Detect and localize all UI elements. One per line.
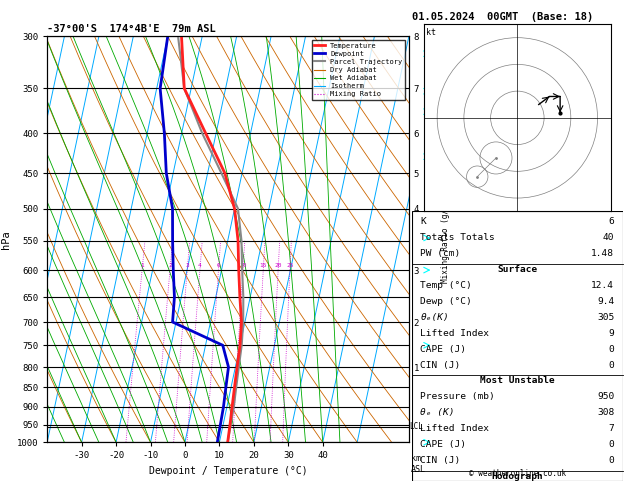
Text: Surface: Surface xyxy=(498,265,537,274)
Text: 9.4: 9.4 xyxy=(597,297,615,306)
Text: 0: 0 xyxy=(608,456,615,465)
Text: θₑ (K): θₑ (K) xyxy=(420,408,455,417)
Text: -37°00'S  174°4B'E  79m ASL: -37°00'S 174°4B'E 79m ASL xyxy=(47,24,216,35)
Text: 950: 950 xyxy=(597,392,615,401)
Text: 01.05.2024  00GMT  (Base: 18): 01.05.2024 00GMT (Base: 18) xyxy=(412,12,593,22)
Text: 9: 9 xyxy=(608,329,615,338)
Text: Most Unstable: Most Unstable xyxy=(480,377,555,385)
Text: Dewp (°C): Dewp (°C) xyxy=(420,297,472,306)
Text: Temp (°C): Temp (°C) xyxy=(420,281,472,290)
X-axis label: Dewpoint / Temperature (°C): Dewpoint / Temperature (°C) xyxy=(148,466,308,476)
Text: CIN (J): CIN (J) xyxy=(420,361,460,369)
Text: 3: 3 xyxy=(186,263,189,268)
Text: PW (cm): PW (cm) xyxy=(420,249,460,258)
Text: Lifted Index: Lifted Index xyxy=(420,329,489,338)
Text: kt: kt xyxy=(426,28,437,37)
Text: 6: 6 xyxy=(608,217,615,226)
Text: CAPE (J): CAPE (J) xyxy=(420,440,467,449)
Text: K: K xyxy=(420,217,426,226)
Text: km
ASL: km ASL xyxy=(411,454,426,474)
Text: θₑ(K): θₑ(K) xyxy=(420,313,449,322)
Text: 2: 2 xyxy=(168,263,172,268)
Text: Pressure (mb): Pressure (mb) xyxy=(420,392,495,401)
Text: Mixing Ratio (g/kg): Mixing Ratio (g/kg) xyxy=(440,195,450,283)
Text: 0: 0 xyxy=(608,345,615,354)
Text: 20: 20 xyxy=(274,263,282,268)
Text: 0: 0 xyxy=(608,440,615,449)
Text: 6: 6 xyxy=(216,263,220,268)
Text: 308: 308 xyxy=(597,408,615,417)
Text: 7: 7 xyxy=(608,424,615,433)
Text: © weatheronline.co.uk: © weatheronline.co.uk xyxy=(469,469,566,478)
Text: 305: 305 xyxy=(597,313,615,322)
Text: LCL: LCL xyxy=(409,422,423,431)
Text: CAPE (J): CAPE (J) xyxy=(420,345,467,354)
Text: Lifted Index: Lifted Index xyxy=(420,424,489,433)
Text: 25: 25 xyxy=(286,263,294,268)
Text: 0: 0 xyxy=(608,361,615,369)
Text: CIN (J): CIN (J) xyxy=(420,456,460,465)
Text: 1.48: 1.48 xyxy=(591,249,615,258)
Text: 12.4: 12.4 xyxy=(591,281,615,290)
Text: 15: 15 xyxy=(260,263,267,268)
Text: 10: 10 xyxy=(239,263,247,268)
Y-axis label: hPa: hPa xyxy=(1,230,11,249)
Text: 1: 1 xyxy=(140,263,144,268)
Text: 40: 40 xyxy=(603,233,615,242)
Legend: Temperature, Dewpoint, Parcel Trajectory, Dry Adiabat, Wet Adiabat, Isotherm, Mi: Temperature, Dewpoint, Parcel Trajectory… xyxy=(311,40,405,100)
Text: Hodograph: Hodograph xyxy=(491,472,543,481)
Text: 4: 4 xyxy=(198,263,202,268)
Text: Totals Totals: Totals Totals xyxy=(420,233,495,242)
